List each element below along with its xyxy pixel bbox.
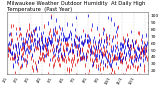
Text: Milwaukee Weather Outdoor Humidity  At Daily High  Temperature  (Past Year): Milwaukee Weather Outdoor Humidity At Da… [7, 1, 147, 12]
